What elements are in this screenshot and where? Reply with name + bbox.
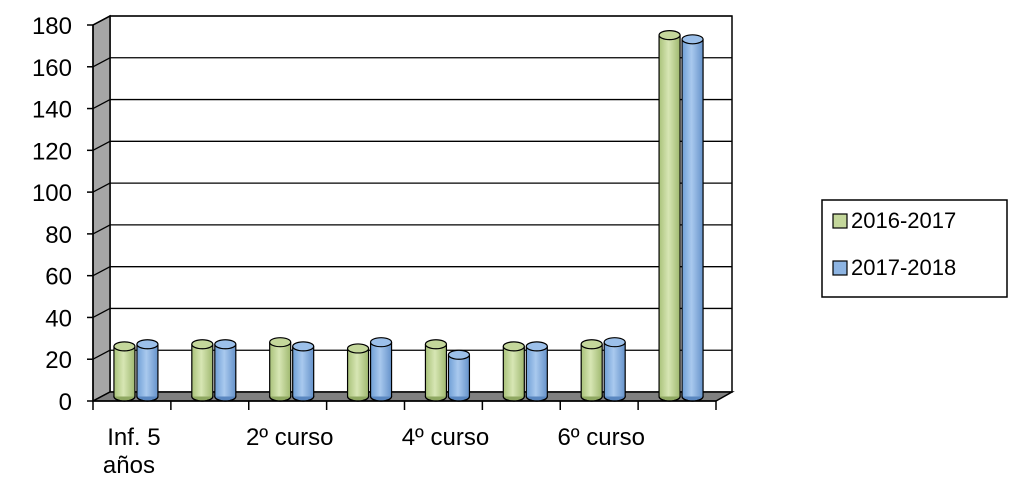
plot-walls <box>92 14 735 403</box>
bar <box>136 339 159 402</box>
bar <box>603 337 626 402</box>
bar <box>292 341 315 402</box>
bar <box>346 343 370 402</box>
bar <box>580 339 603 402</box>
back-wall <box>109 15 733 393</box>
bar <box>269 337 292 402</box>
gridline-side <box>92 266 111 277</box>
bar <box>113 341 136 402</box>
y-tick-label: 140 <box>32 97 72 124</box>
bar <box>447 349 471 402</box>
bar <box>191 339 214 402</box>
y-tick-label: 40 <box>45 305 72 332</box>
gridline-side <box>92 140 111 151</box>
y-tick-label: 120 <box>32 138 72 165</box>
legend-label: 2016-2017 <box>851 208 956 233</box>
x-tick-label: Inf. 5 años <box>103 424 161 479</box>
bar <box>369 337 393 402</box>
floor <box>92 391 735 402</box>
bar <box>681 34 704 402</box>
gridline-side <box>92 57 111 68</box>
gridline-side <box>92 224 111 235</box>
legend-box <box>821 199 1008 298</box>
bars <box>113 30 704 402</box>
gridline-side <box>92 307 111 319</box>
y-tick-label: 100 <box>32 180 72 207</box>
gridline-side <box>92 98 111 110</box>
gridlines <box>92 15 732 360</box>
gridline-side <box>92 182 111 193</box>
legend-swatch <box>832 260 848 276</box>
bar <box>525 341 548 402</box>
y-tick-label: 160 <box>32 55 72 82</box>
x-tick-label: 2º curso <box>246 424 333 451</box>
y-tick-label: 0 <box>59 389 72 416</box>
legend-swatch <box>832 213 848 229</box>
y-tick-label: 60 <box>45 264 72 291</box>
side-wall <box>92 14 111 403</box>
gridline-side <box>92 15 111 26</box>
x-tick-label: 4º curso <box>402 424 489 451</box>
legend: 2016-2017 2017-2018 <box>821 199 1008 298</box>
gridline-side <box>92 349 111 360</box>
y-axis: 0 20 40 60 80 100 120 140 160 180 <box>32 13 94 416</box>
bar <box>424 339 448 402</box>
bar <box>502 341 525 402</box>
x-tick-label: 6º curso <box>557 424 644 451</box>
y-tick-label: 20 <box>45 347 72 374</box>
bar <box>214 339 237 402</box>
legend-label: 2017-2018 <box>851 255 956 280</box>
y-tick-label: 180 <box>32 13 72 40</box>
y-tick-label: 80 <box>45 222 72 249</box>
bar <box>658 30 681 402</box>
x-axis: Inf. 5 años 2º curso 4º curso 6º curso <box>92 400 717 479</box>
